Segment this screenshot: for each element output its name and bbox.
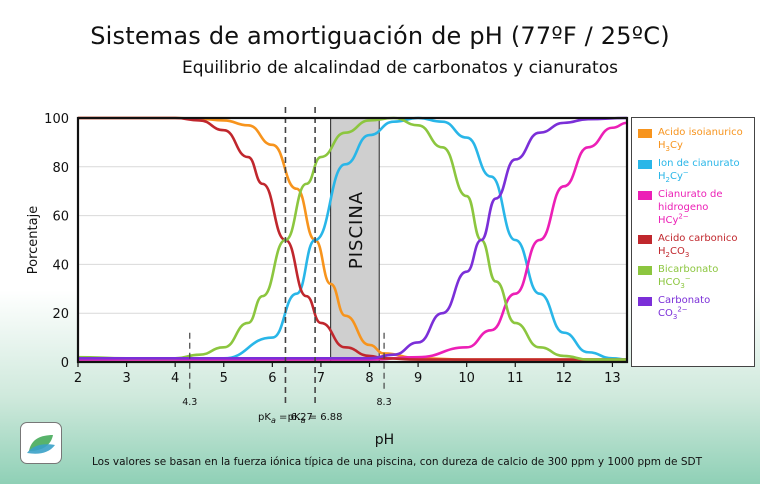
legend-formula: HCO3− — [658, 274, 691, 290]
plot-frame — [76, 116, 629, 364]
y-tick-label: 80 — [52, 161, 69, 176]
legend-formula: HCy2− — [658, 212, 689, 226]
y-axis-label: Porcentaje — [26, 206, 41, 274]
series-line-h2co3 — [78, 116, 627, 361]
legend-label: Cianurato de hidrogeno HCy2− — [658, 188, 748, 227]
series-line-hco3 — [77, 116, 627, 361]
legend-item-co3: Carbonato CO32− — [638, 294, 748, 321]
x-tick-label: 7 — [317, 371, 325, 386]
legend-name: Ion de cianurato — [658, 158, 740, 169]
legend-item-h2co3: Acido carbonico H2CO3 — [638, 232, 748, 259]
x-tick-label: 5 — [220, 371, 228, 386]
legend-formula: H2CO3 — [658, 246, 690, 259]
x-tick-label: 13 — [604, 371, 621, 386]
x-tick-label: 4 — [171, 371, 179, 386]
legend-swatch — [638, 297, 652, 306]
y-tick-label: 40 — [52, 258, 69, 273]
x-tick-label: 3 — [122, 371, 130, 386]
series-line-co3 — [78, 116, 628, 360]
chart-title: Sistemas de amortiguación de pH (77ºF / … — [90, 22, 670, 50]
vline-label-0: 4.3 — [182, 397, 197, 408]
y-tick-label: 60 — [52, 210, 69, 225]
band-label: PISCINA — [346, 191, 367, 269]
x-tick-label: 8 — [365, 371, 373, 386]
legend-name: Bicarbonato — [658, 264, 719, 275]
footnote: Los valores se basan en la fuerza iónica… — [92, 456, 702, 468]
y-tick-label: 0 — [61, 356, 69, 371]
legend-swatch — [638, 129, 652, 138]
legend-swatch — [638, 235, 652, 244]
x-tick-label: 2 — [74, 371, 82, 386]
vline-label-1: pKa = 6.27 — [258, 412, 313, 425]
legend-swatch — [638, 191, 652, 200]
legend-formula: CO32− — [658, 305, 688, 321]
y-tick-label: 20 — [52, 307, 69, 322]
vline-label-2: pKa = 6.88 — [288, 412, 343, 425]
legend-item-h2cy: Ion de cianurato H2Cy− — [638, 157, 748, 184]
legend-item-hco3: Bicarbonato HCO3− — [638, 263, 748, 290]
legend-swatch — [638, 160, 652, 169]
legend-name: Carbonato — [658, 295, 711, 306]
x-tick-label: 11 — [507, 371, 524, 386]
x-tick-label: 10 — [458, 371, 475, 386]
y-tick-label: 100 — [44, 112, 69, 127]
legend-formula: H3Cy — [658, 140, 683, 153]
legend-item-hcy: Cianurato de hidrogeno HCy2− — [638, 188, 748, 227]
legend-label: Bicarbonato HCO3− — [658, 263, 719, 290]
vline-label-3: 8.3 — [377, 397, 392, 408]
legend: Acido isoianurico H3Cy Ion de cianurato H2C… — [631, 117, 755, 367]
legend-name: Acido carbonico — [658, 233, 738, 244]
legend-name: Acido isoianurico — [658, 127, 743, 138]
chart-subtitle: Equilibrio de alcalindad de carbonatos y… — [182, 58, 618, 78]
legend-label: Acido isoianurico H3Cy — [658, 126, 743, 153]
legend-label: Acido carbonico H2CO3 — [658, 232, 738, 259]
app-logo — [20, 422, 62, 464]
x-tick-label: 6 — [268, 371, 276, 386]
legend-item-h3cy: Acido isoianurico H3Cy — [638, 126, 748, 153]
leaf-icon — [27, 435, 55, 454]
x-axis-label: pH — [375, 432, 394, 448]
x-tick-label: 9 — [414, 371, 422, 386]
legend-label: Ion de cianurato H2Cy− — [658, 157, 740, 184]
legend-swatch — [638, 266, 652, 275]
legend-name: Cianurato de hidrogeno — [658, 189, 723, 213]
x-tick-label: 12 — [556, 371, 573, 386]
legend-formula: H2Cy− — [658, 168, 689, 184]
legend-label: Carbonato CO32− — [658, 294, 711, 321]
